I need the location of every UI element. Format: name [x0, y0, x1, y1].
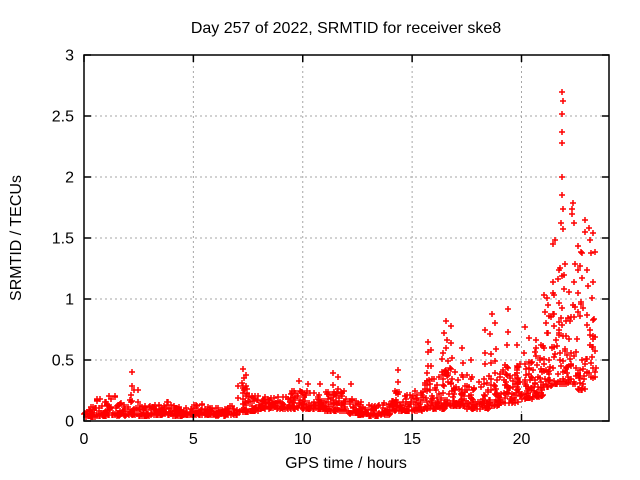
x-tick-label: 20	[513, 431, 531, 448]
x-tick-label: 0	[80, 431, 89, 448]
scatter-points	[81, 89, 599, 420]
y-tick-label: 1	[65, 292, 74, 309]
grid-lines	[85, 56, 608, 420]
y-tick-label: 3	[65, 48, 74, 65]
data-points-layer	[81, 89, 599, 420]
x-tick-label: 5	[189, 431, 198, 448]
axes-and-ticks: 0 5 10 15 20 0 0.5 1 1.5 2 2.5 3	[52, 48, 610, 448]
y-tick-label: 0.5	[52, 353, 74, 370]
x-axis-label: GPS time / hours	[285, 455, 407, 472]
x-tick-label: 15	[403, 431, 421, 448]
y-tick-label: 1.5	[52, 231, 74, 248]
x-tick-label: 10	[294, 431, 312, 448]
y-axis-label: SRMTID / TECUs	[8, 175, 25, 301]
y-tick-label: 2.5	[52, 109, 74, 126]
chart-title: Day 257 of 2022, SRMTID for receiver ske…	[191, 20, 501, 37]
y-tick-label: 2	[65, 170, 74, 187]
y-tick-label: 0	[65, 414, 74, 431]
